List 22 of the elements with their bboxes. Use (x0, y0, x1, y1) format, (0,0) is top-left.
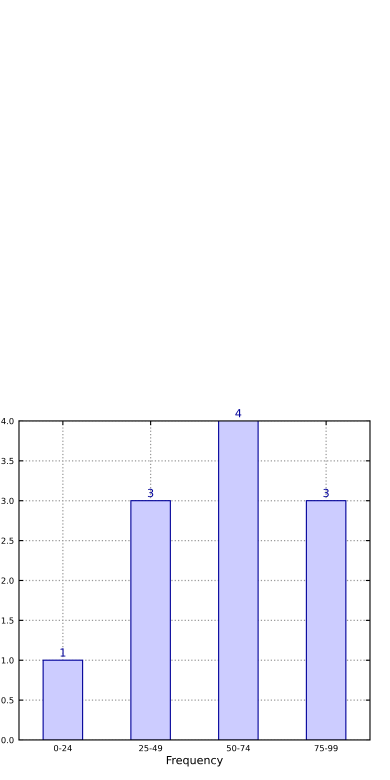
x-axis-title: Frequency (166, 756, 223, 766)
x-tick-label: 25-49 (139, 744, 162, 752)
data-label: 4 (235, 409, 242, 418)
y-tick-label: 4.0 (1, 418, 14, 424)
x-tick-label: 50-74 (226, 744, 250, 752)
x-tick-label: 75-99 (314, 744, 338, 752)
y-tick-label: 2.5 (1, 538, 14, 544)
bar (130, 500, 171, 740)
y-tick-label: 1.5 (2, 617, 14, 624)
data-label: 3 (148, 488, 154, 498)
y-tick-label: 0.5 (1, 697, 14, 704)
y-tick-label: 0.0 (1, 736, 14, 744)
y-tick-label: 3.5 (2, 458, 14, 464)
data-label: 1 (60, 648, 66, 657)
data-label: 3 (323, 488, 329, 498)
bar (306, 500, 346, 740)
y-tick-label: 1.0 (2, 657, 14, 664)
bar (42, 660, 84, 740)
y-tick-label: 3.0 (2, 498, 14, 504)
y-tick-label: 2.0 (1, 577, 14, 584)
x-tick-label: 0-24 (54, 744, 72, 752)
bar (218, 420, 259, 740)
